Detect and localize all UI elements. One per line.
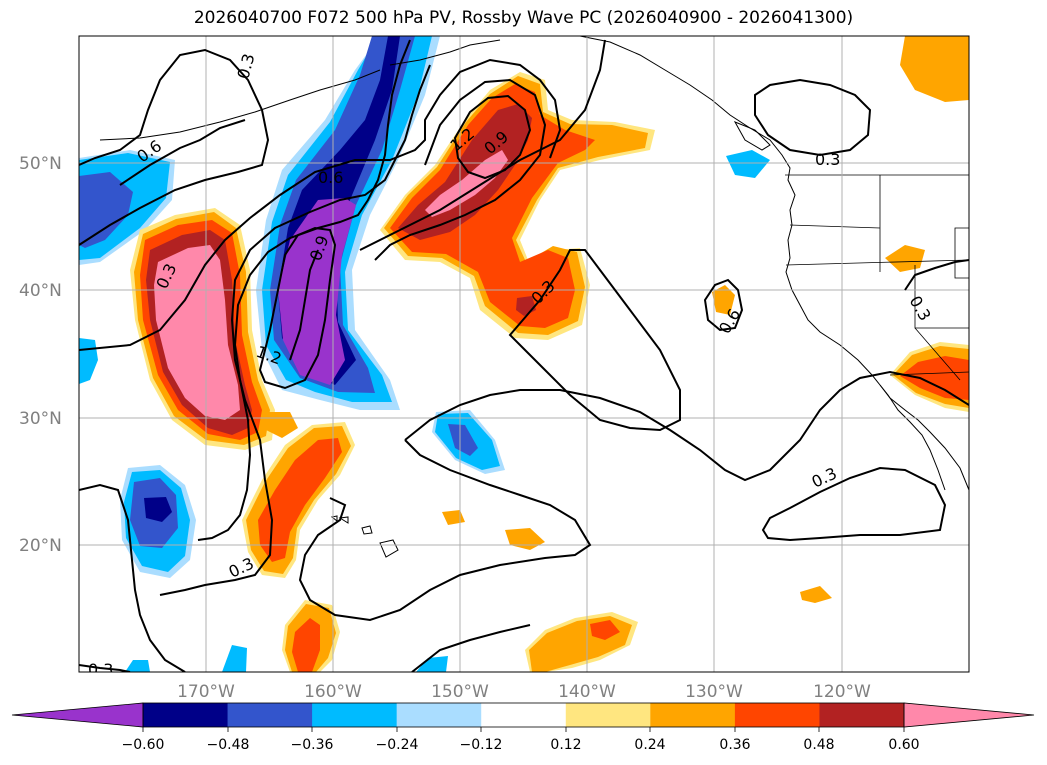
contour-trough-0.9 (197, 39, 411, 541)
colorbar-label: −0.48 (207, 737, 250, 753)
neg-anomaly-canada (726, 150, 770, 178)
contour-nw-0.3 (79, 48, 270, 246)
pos-anomaly-socal-red (900, 356, 969, 400)
contour-se-0.3 (761, 466, 947, 542)
colorbar-frame (142, 702, 905, 728)
lon-label-170w: 170°W (177, 682, 235, 702)
longitude-labels: 170°W 160°W 150°W 140°W 130°W 120°W (177, 682, 871, 702)
neg-anomaly-bottom-c (125, 660, 150, 672)
contour-west-coast-0.6 (703, 278, 744, 332)
colorbar-segment (227, 703, 313, 727)
colorbar-segment (312, 703, 398, 727)
contour-trough-0.6 (159, 64, 431, 596)
colorbar-label: 0.12 (550, 737, 581, 753)
colorbar-label: 0.48 (803, 737, 834, 753)
colorbar-segment (650, 703, 736, 727)
colorbar-labels: −0.60 −0.48 −0.36 −0.24 −0.12 0.12 0.24 … (122, 737, 920, 753)
colorbar-segment (819, 703, 905, 727)
neg-anomaly-nw-blue (79, 172, 133, 248)
coastline-baja (879, 384, 946, 491)
lon-label-150w: 150°W (431, 682, 489, 702)
colorbar-label: 0.24 (634, 737, 665, 753)
colorbar-segment (143, 703, 229, 727)
contour-bottom-0.3 (79, 483, 186, 672)
neg-anomaly-sw-navy (144, 497, 172, 522)
pos-anomaly-s-red (590, 620, 620, 640)
contour-east-0.3 (904, 259, 969, 291)
colorbar-extend-min (11, 702, 144, 728)
contour-ridge-1.2 (453, 94, 532, 180)
latitude-labels: 50°N 40°N 30°N 20°N (19, 154, 62, 556)
contour-ridge-0.9 (374, 78, 547, 261)
pos-anomaly-bottom-red (292, 618, 320, 672)
colorbar-label: −0.36 (291, 737, 334, 753)
colorbar-segment (481, 703, 567, 727)
island-hawaii-big (379, 539, 399, 558)
lat-label-20n: 20°N (19, 536, 62, 556)
pos-anomaly-ne-corner (900, 36, 969, 102)
map-frame (78, 35, 970, 673)
colorbar-segment (734, 703, 820, 727)
neg-anomaly-bottom-a (222, 645, 247, 672)
contour-trough-1.2 (258, 226, 337, 390)
contour-central-0.3 (404, 370, 969, 482)
gridlines (79, 36, 969, 672)
contour-ridge-0.3-big (508, 249, 681, 432)
pc-contours (79, 39, 969, 672)
neg-anomaly-mid-blue (448, 424, 478, 456)
colorbar-segment (396, 703, 482, 727)
contour-ridge-0.3-line (359, 39, 606, 251)
lat-label-30n: 30°N (19, 409, 62, 429)
colorbar-ticks (142, 727, 905, 732)
contour-trough-0.3 (79, 58, 562, 351)
colorbar-extend-max (903, 702, 1035, 728)
island-hawaii-kauai (330, 515, 338, 523)
neg-anomaly-bottom-b (416, 656, 448, 672)
pos-anomaly-blob-b (442, 510, 465, 525)
coastline-aleutian-east (389, 39, 501, 66)
border-wa-or (789, 224, 881, 229)
pos-anomaly-ne-red (390, 84, 595, 328)
pos-anomaly-sc-red (258, 438, 342, 562)
pos-anomaly-west-pink (154, 245, 240, 420)
border-or-ca (785, 259, 969, 266)
contour-label: 0.3 (815, 150, 840, 169)
colorbar-label: −0.12 (460, 737, 503, 753)
pos-anomaly-ne-pink (425, 150, 508, 217)
coastlines (99, 36, 969, 558)
lon-label-120w: 120°W (813, 682, 871, 702)
island-vancouver (733, 121, 771, 151)
lat-label-40n: 40°N (19, 281, 62, 301)
lon-label-140w: 140°W (558, 682, 616, 702)
map-title: 2026040700 F072 500 hPa PV, Rossby Wave … (193, 8, 854, 28)
colorbar-label: −0.24 (376, 737, 419, 753)
lon-label-130w: 130°W (685, 682, 743, 702)
contour-central-0.3-lower (298, 439, 592, 622)
pos-anomaly-blob-c (800, 586, 832, 603)
contour-trough-1.2b (289, 249, 319, 361)
contour-ne-0.3 (754, 78, 872, 157)
contour-label: 0.3 (88, 660, 113, 679)
colorbar-label: 0.60 (888, 737, 919, 753)
lon-label-160w: 160°W (304, 682, 362, 702)
contour-nw-0.6 (119, 119, 246, 186)
lat-label-50n: 50°N (19, 154, 62, 174)
border-ca-nv-diag (914, 327, 961, 381)
pos-anomaly-blob-d (712, 285, 735, 315)
contour-bottom-0.3b (411, 624, 531, 672)
coastline-north-america (579, 36, 969, 491)
contour-label: 0.6 (318, 168, 343, 187)
coastline-alaska-peninsula (99, 69, 381, 141)
map-panel: 0.3 0.6 0.6 0.9 1.2 0.3 1.2 0.9 0.3 0.3 … (79, 36, 969, 679)
contour-bl-0.3 (79, 664, 131, 672)
colorbar-segment (565, 703, 651, 727)
colorbar-label: −0.60 (122, 737, 165, 753)
island-hawaii-maui (361, 525, 373, 535)
colorbar-segments (143, 703, 905, 727)
island-hawaii-oahu (338, 516, 349, 524)
colorbar: −0.60 −0.48 −0.36 −0.24 −0.12 0.12 0.24 … (11, 702, 1035, 753)
colorbar-label: 0.36 (719, 737, 750, 753)
